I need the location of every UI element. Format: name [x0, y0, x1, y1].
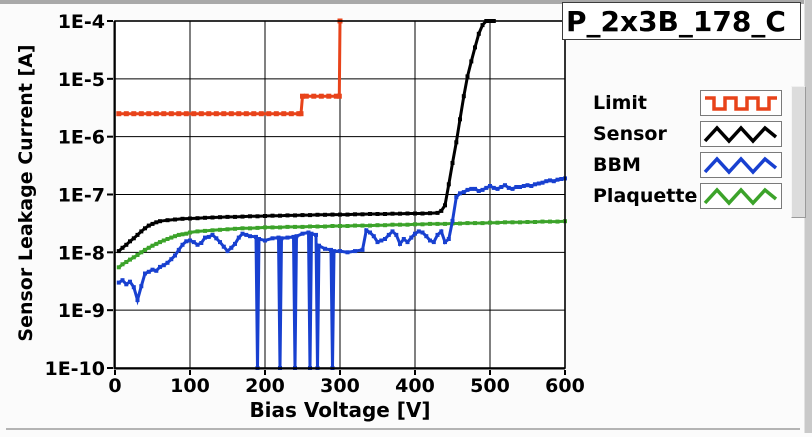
- plot-legend: Limit Sensor BBM Plaquette: [593, 87, 793, 211]
- series-limit: [116, 18, 343, 117]
- x-tick-label: 500: [470, 375, 510, 397]
- x-axis-label: Bias Voltage [V]: [249, 398, 431, 422]
- x-tick-label: 0: [108, 375, 121, 397]
- y-tick-label: 1E-4: [58, 11, 105, 33]
- legend-label: Sensor: [593, 122, 667, 145]
- legend-label: Limit: [593, 91, 648, 114]
- legend-item-limit[interactable]: Limit: [593, 87, 793, 118]
- panel-bottom-border: [6, 428, 800, 430]
- panel-top-border: [0, 0, 812, 4]
- legend-item-plaquette[interactable]: Plaquette: [593, 180, 793, 211]
- y-tick-label: 1E-6: [58, 127, 105, 149]
- graph-title: P_2x3B_178_C: [566, 4, 786, 38]
- x-tick-label: 300: [320, 375, 360, 397]
- legend-label: BBM: [593, 153, 641, 176]
- x-tick-label: 400: [395, 375, 435, 397]
- y-tick-label: 1E-7: [58, 185, 105, 207]
- x-tick-label: 100: [170, 375, 210, 397]
- x-tick-label: 200: [245, 375, 285, 397]
- y-axis-label: Sensor Leakage Current [A]: [15, 44, 37, 342]
- legend-line-sample-icon[interactable]: [700, 151, 782, 178]
- series-bbm: [116, 176, 567, 370]
- legend-line-sample-icon[interactable]: [700, 120, 782, 147]
- legend-item-bbm[interactable]: BBM: [593, 149, 793, 180]
- legend-line-sample-icon[interactable]: [700, 89, 782, 116]
- legend-item-sensor[interactable]: Sensor: [593, 118, 793, 149]
- y-tick-label: 1E-5: [58, 69, 105, 91]
- x-tick-label: 600: [545, 375, 585, 397]
- graph-title-box: P_2x3B_178_C: [562, 2, 801, 40]
- legend-scrollbar: [791, 86, 806, 218]
- y-tick-label: 1E-10: [44, 358, 105, 380]
- y-tick-label: 1E-9: [58, 300, 105, 322]
- y-tick-label: 1E-8: [58, 242, 105, 264]
- legend-label: Plaquette: [593, 184, 698, 207]
- legend-line-sample-icon[interactable]: [700, 182, 782, 209]
- series-plaquette: [116, 219, 567, 270]
